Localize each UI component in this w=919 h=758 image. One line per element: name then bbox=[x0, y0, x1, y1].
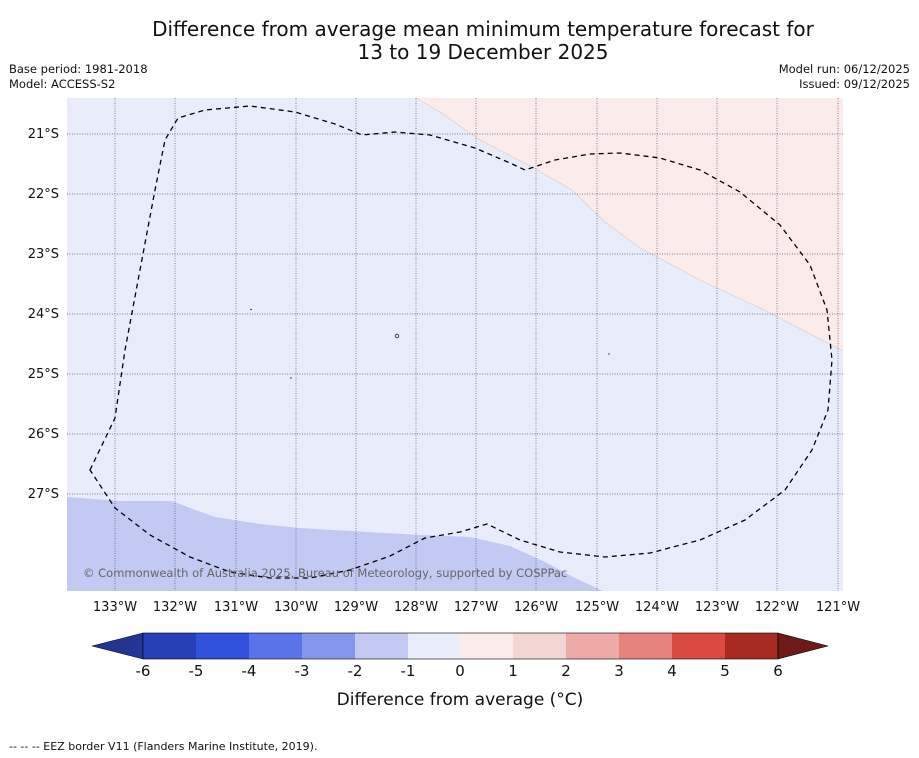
cb-tick-minus2: -2 bbox=[348, 662, 363, 680]
map-plot-area: © Commonwealth of Australia 2025, Bureau… bbox=[67, 98, 843, 591]
cb-tick-minus6: -6 bbox=[136, 662, 151, 680]
cb-tick-3: 3 bbox=[614, 662, 624, 680]
issued-text: Issued: 09/12/2025 bbox=[799, 77, 910, 91]
cb-tick-minus5: -5 bbox=[189, 662, 204, 680]
lon-label-131w: 131°W bbox=[214, 600, 258, 615]
colorbar-cell-11 bbox=[672, 633, 725, 659]
lon-label-132w: 132°W bbox=[153, 600, 197, 615]
lon-label-121w: 121°W bbox=[816, 600, 860, 615]
colorbar-outline bbox=[142, 632, 779, 660]
title-line-2: 13 to 19 December 2025 bbox=[357, 40, 609, 64]
lat-label-23s: 23°S bbox=[28, 247, 59, 262]
base-period-text: Base period: 1981-2018 bbox=[9, 62, 148, 76]
colorbar-cell-8 bbox=[513, 633, 566, 659]
eez-footnote: -- -- -- EEZ border V11 (Flanders Marine… bbox=[9, 740, 318, 753]
colorbar-cell-3 bbox=[249, 633, 302, 659]
lat-label-24s: 24°S bbox=[28, 307, 59, 322]
copyright-text: © Commonwealth of Australia 2025, Bureau… bbox=[83, 566, 567, 580]
cb-tick-2: 2 bbox=[561, 662, 571, 680]
cb-tick-1: 1 bbox=[508, 662, 518, 680]
lon-label-126w: 126°W bbox=[514, 600, 558, 615]
lon-label-125w: 125°W bbox=[575, 600, 619, 615]
cb-tick-minus3: -3 bbox=[295, 662, 310, 680]
lon-label-123w: 123°W bbox=[695, 600, 739, 615]
region-minus2-to-minus1 bbox=[67, 497, 603, 591]
model-run-text: Model run: 06/12/2025 bbox=[778, 62, 910, 76]
colorbar-extend-low bbox=[91, 632, 144, 660]
island-markers bbox=[249, 308, 610, 379]
colorbar-cell-10 bbox=[619, 633, 672, 659]
lon-label-127w: 127°W bbox=[454, 600, 498, 615]
cb-tick-minus4: -4 bbox=[242, 662, 257, 680]
colorbar-cell-12 bbox=[725, 633, 778, 659]
lon-label-128w: 128°W bbox=[394, 600, 438, 615]
lat-label-25s: 25°S bbox=[28, 367, 59, 382]
model-text: Model: ACCESS-S2 bbox=[9, 77, 116, 91]
latitude-labels: 21°S 22°S 23°S 24°S 25°S 26°S 27°S bbox=[28, 127, 59, 502]
lat-label-21s: 21°S bbox=[28, 127, 59, 142]
longitude-labels: 133°W 132°W 131°W 130°W 129°W 128°W 127°… bbox=[93, 600, 860, 615]
colorbar-extend-high bbox=[777, 632, 829, 660]
colorbar-cell-9 bbox=[566, 633, 619, 659]
meta-right: Model run: 06/12/2025 Issued: 09/12/2025 bbox=[779, 62, 910, 92]
colorbar-tick-labels: -6 -5 -4 -3 -2 -1 0 1 2 3 4 5 6 bbox=[136, 662, 783, 680]
colorbar-label: Difference from average (°C) bbox=[337, 690, 584, 710]
region-0-to-1 bbox=[416, 98, 843, 351]
lon-label-124w: 124°W bbox=[635, 600, 679, 615]
cb-tick-6: 6 bbox=[773, 662, 783, 680]
latitude-gridlines bbox=[67, 133, 843, 495]
longitude-gridlines bbox=[114, 98, 839, 591]
colorbar-cell-1 bbox=[143, 633, 196, 659]
colorbar-cell-4 bbox=[302, 633, 355, 659]
colorbar-cell-5 bbox=[355, 633, 408, 659]
lon-label-122w: 122°W bbox=[755, 600, 799, 615]
lon-label-129w: 129°W bbox=[334, 600, 378, 615]
title-line-1: Difference from average mean minimum tem… bbox=[152, 17, 814, 41]
map-title: Difference from average mean minimum tem… bbox=[0, 18, 919, 64]
lat-label-22s: 22°S bbox=[28, 187, 59, 202]
colorbar-cell-6 bbox=[408, 633, 460, 659]
cb-tick-5: 5 bbox=[720, 662, 730, 680]
cb-tick-0: 0 bbox=[455, 662, 465, 680]
eez-border bbox=[89, 105, 833, 579]
cb-tick-4: 4 bbox=[667, 662, 677, 680]
meta-left: Base period: 1981-2018 Model: ACCESS-S2 bbox=[9, 62, 148, 92]
lat-label-26s: 26°S bbox=[28, 427, 59, 442]
colorbar bbox=[91, 632, 829, 660]
lat-label-27s: 27°S bbox=[28, 487, 59, 502]
colorbar-cell-2 bbox=[196, 633, 249, 659]
colorbar-cell-7 bbox=[460, 633, 513, 659]
region-0-to-1-edge bbox=[415, 98, 843, 352]
lon-label-130w: 130°W bbox=[274, 600, 318, 615]
lon-label-133w: 133°W bbox=[93, 600, 137, 615]
cb-tick-minus1: -1 bbox=[401, 662, 416, 680]
